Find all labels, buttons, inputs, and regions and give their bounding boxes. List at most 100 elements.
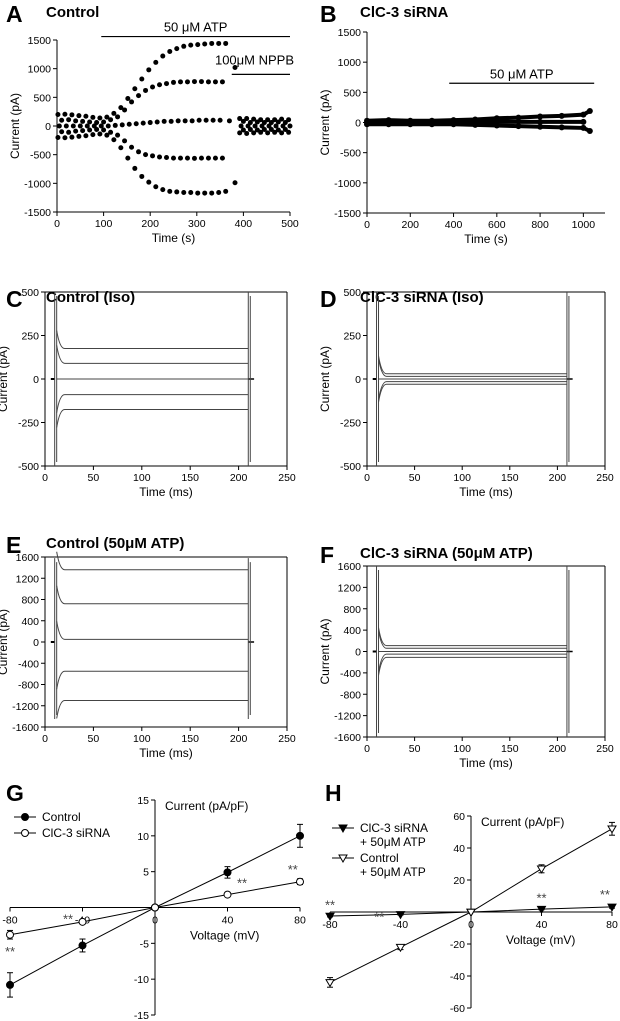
data-point: [237, 130, 243, 136]
x-axis-title: Voltage (mV): [506, 933, 575, 947]
data-point: [125, 95, 131, 101]
data-point: [56, 123, 62, 129]
data-point: [265, 117, 271, 123]
data-point: [63, 123, 69, 129]
current-sweep: [378, 656, 567, 676]
y-tick-label: -1000: [24, 178, 51, 190]
y-axis-title: Current (pA): [0, 609, 10, 675]
data-point: [189, 118, 195, 124]
x-tick-label: 400: [235, 218, 253, 230]
data-point: [69, 134, 75, 140]
treatment-label: 50 μM ATP: [164, 20, 228, 35]
current-sweep: [56, 699, 249, 719]
y-tick-label: -1200: [334, 711, 361, 723]
data-point: [237, 116, 243, 122]
data-point: [62, 135, 68, 141]
x-tick-label: 100: [453, 743, 471, 755]
data-point: [118, 105, 124, 111]
y-tick-label: 1000: [28, 64, 52, 76]
x-tick-label: 400: [445, 219, 463, 231]
y-tick-label: 1200: [338, 582, 362, 594]
data-point: [90, 114, 96, 120]
x-tick-label: 0: [42, 472, 48, 484]
panel-title: ClC-3 siRNA (Iso): [360, 289, 484, 306]
data-point: [203, 117, 209, 123]
y-tick-label: 40: [453, 843, 465, 855]
x-tick-label: 0: [364, 472, 370, 484]
data-point: [174, 46, 180, 52]
data-point: [164, 81, 170, 87]
legend-entry: Control: [42, 810, 81, 824]
legend-marker: [21, 829, 29, 837]
panel-label: C: [6, 286, 23, 312]
data-point: [154, 119, 160, 125]
y-tick-label: -500: [340, 148, 361, 160]
x-tick-label: 250: [278, 733, 296, 745]
y-tick-label: -1000: [334, 178, 361, 190]
data-point: [160, 53, 166, 59]
data-point: [537, 113, 544, 120]
data-point: [325, 912, 335, 921]
data-point: [153, 184, 159, 190]
data-point: [157, 82, 163, 88]
data-point: [139, 76, 145, 82]
data-point: [105, 123, 111, 129]
data-point: [252, 123, 258, 129]
y-axis-title: Current (pA): [8, 93, 22, 159]
y-tick-label: -400: [340, 668, 361, 680]
data-point: [191, 155, 197, 161]
current-sweep: [56, 621, 249, 640]
data-point: [184, 79, 190, 85]
current-sweep: [56, 345, 249, 364]
panel-label: B: [320, 1, 337, 27]
data-point: [182, 118, 188, 124]
x-tick-label: 80: [606, 919, 618, 931]
y-tick-label: 800: [21, 595, 39, 607]
series-band: [367, 119, 584, 125]
x-tick-label: 800: [531, 219, 549, 231]
x-tick-label: 50: [88, 472, 100, 484]
data-point: [175, 118, 181, 124]
y-tick-label: 500: [343, 287, 361, 299]
y-axis-title: Current (pA): [0, 346, 10, 412]
current-sweep: [56, 585, 249, 605]
data-point: [136, 149, 142, 155]
x-axis-title: Time (s): [152, 231, 196, 245]
y-tick-label: 1000: [338, 57, 362, 69]
panel-label: F: [320, 542, 334, 568]
x-tick-label: 150: [501, 472, 519, 484]
data-point: [217, 117, 223, 123]
data-point: [55, 112, 61, 118]
x-axis-title: Time (ms): [139, 485, 193, 499]
panel-label: G: [6, 780, 24, 806]
x-tick-label: 50: [409, 743, 421, 755]
data-point: [279, 116, 285, 122]
data-point: [536, 905, 547, 915]
data-point: [133, 121, 139, 127]
data-point: [607, 825, 617, 834]
data-point: [232, 65, 238, 71]
x-tick-label: 0: [54, 218, 60, 230]
data-point: [258, 129, 264, 135]
data-point: [115, 114, 121, 120]
data-point: [157, 154, 163, 160]
x-tick-label: 40: [222, 915, 234, 927]
legend-entry: ClC-3 siRNA + 50μM ATP: [360, 821, 428, 849]
y-tick-label: -500: [30, 150, 51, 162]
data-point: [151, 903, 159, 912]
data-point: [119, 122, 125, 128]
x-tick-label: 80: [294, 915, 306, 927]
data-point: [244, 116, 250, 122]
legend-entry: Control + 50μM ATP: [360, 851, 426, 879]
y-tick-label: -60: [450, 1003, 465, 1015]
y-tick-label: 60: [453, 811, 465, 823]
data-point: [198, 155, 204, 161]
y-tick-label: -400: [18, 658, 39, 670]
x-tick-label: 500: [281, 218, 299, 230]
x-tick-label: 0: [42, 733, 48, 745]
panel-e: E Control (50μM ATP) 0 50 100 150 200 250 -1600 -…: [0, 532, 296, 760]
data-point: [209, 40, 215, 46]
data-point: [466, 908, 476, 917]
x-tick-label: 250: [596, 743, 614, 755]
data-point: [223, 868, 232, 877]
